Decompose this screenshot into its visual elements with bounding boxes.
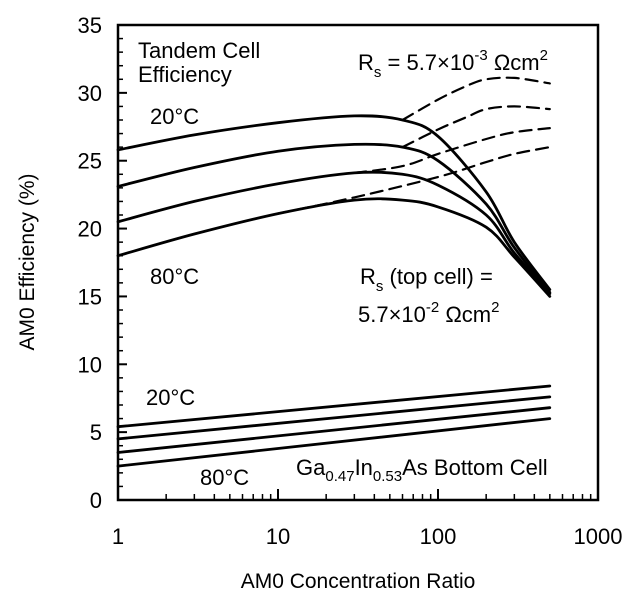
rs-top-sub: s (376, 278, 384, 295)
series-line-bottom-solid-9 (116, 395, 552, 441)
bottom-in: In (355, 455, 373, 480)
temp-tandem-high: 20°C (150, 104, 199, 129)
rs-ideal-unit: Ωcm (488, 50, 540, 75)
series-line-tandem-solid-0 (116, 114, 552, 291)
x-axis-title: AM0 Concentration Ratio (241, 570, 476, 593)
series-line-bottom-solid-11 (116, 417, 552, 468)
series-line-tandem-solid-2 (116, 170, 552, 296)
series-line-bottom-solid-8 (116, 384, 552, 429)
x-tick-label-100: 100 (420, 524, 457, 549)
temp-tandem-low: 80°C (150, 264, 199, 289)
rs-ideal-unit-exp: 2 (540, 47, 548, 64)
y-tick-label-10: 10 (78, 352, 102, 377)
series-line-tandem-dashed-5 (401, 105, 551, 149)
bottom-cell-label: Ga0.47In0.53As Bottom Cell (296, 455, 548, 485)
series-line-tandem-solid-3 (116, 197, 552, 298)
series-line-bottom-solid-10 (116, 406, 552, 454)
y-tick-label-15: 15 (78, 284, 102, 309)
rs-top-unit: Ωcm (439, 302, 491, 327)
rs-ideal-eq: = 5.7×10 (381, 50, 474, 75)
rs-ideal-exp: -3 (474, 47, 487, 64)
rs-top-rest: (top cell) = (383, 264, 492, 289)
x-tick-label-1000: 1000 (574, 524, 623, 549)
y-tick-label-25: 25 (78, 149, 102, 174)
rs-ideal-sub: s (374, 64, 382, 81)
rs-top-label-line1: Rs (top cell) = (360, 264, 493, 295)
rs-top-label-line2: 5.7×10-2 Ωcm2 (358, 299, 499, 327)
series-line-tandem-solid-1 (116, 142, 552, 294)
y-tick-label-35: 35 (78, 13, 102, 38)
bottom-in-sub: 0.53 (373, 468, 402, 485)
temp-bottom-low: 80°C (200, 465, 249, 490)
y-tick-label-0: 0 (90, 488, 102, 513)
y-tick-label-20: 20 (78, 217, 102, 242)
plot-frame (116, 23, 600, 502)
rs-top-exp: -2 (426, 299, 439, 316)
series-layer (116, 76, 552, 468)
series-line-tandem-dashed-4 (401, 76, 551, 122)
series-line-tandem-dashed-7 (276, 146, 551, 215)
bottom-ga: Ga (296, 455, 326, 480)
ticks-layer: 0 5 10 15 20 25 30 35 1 10 100 1000 (78, 13, 623, 549)
rs-ideal-r: R (358, 50, 374, 75)
y-tick-label-5: 5 (90, 420, 102, 445)
temp-bottom-high: 20°C (146, 385, 195, 410)
tandem-title-line2: Efficiency (138, 62, 232, 87)
bottom-rest: As Bottom Cell (402, 455, 548, 480)
x-tick-label-10: 10 (266, 524, 290, 549)
rs-top-unit-exp: 2 (491, 299, 499, 316)
y-tick-label-30: 30 (78, 81, 102, 106)
bottom-ga-sub: 0.47 (325, 468, 354, 485)
rs-top-r: R (360, 264, 376, 289)
tandem-title-line1: Tandem Cell (138, 38, 260, 63)
rs-top-value: 5.7×10 (358, 302, 426, 327)
x-tick-label-1: 1 (112, 524, 124, 549)
y-axis-title: AM0 Efficiency (%) (16, 174, 39, 351)
series-line-tandem-dashed-6 (353, 127, 551, 174)
rs-ideal-label: Rs = 5.7×10-3 Ωcm2 (358, 47, 548, 81)
